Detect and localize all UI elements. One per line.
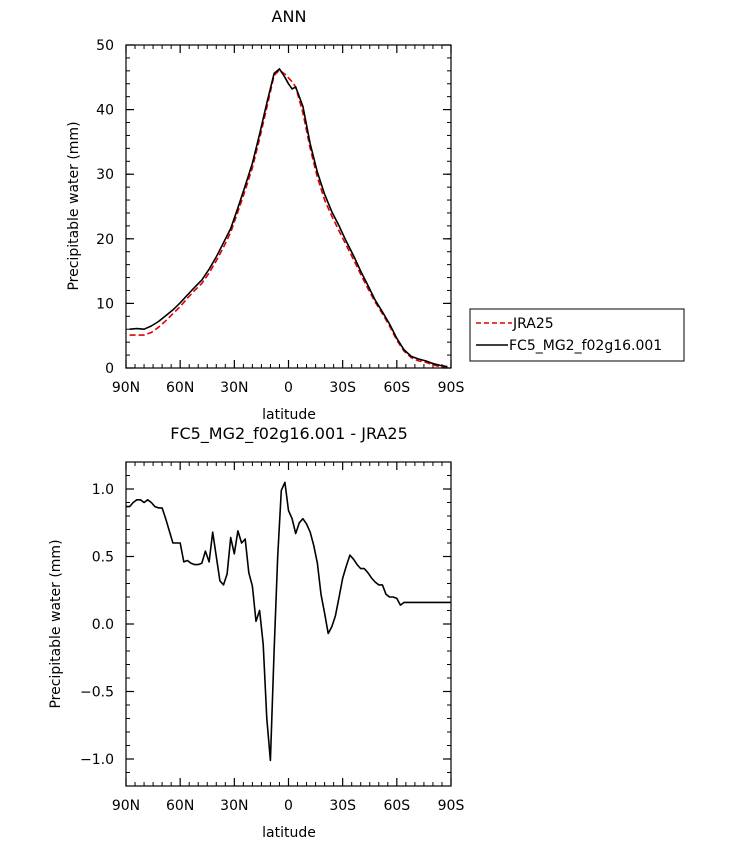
top-chart-ticks <box>125 44 452 369</box>
bottom-chart: FC5_MG2_f02g16.001 - JRA25 90N 60N 30N 0 30S… <box>48 424 464 841</box>
bottom-chart-tick-labels: 90N 60N 30N 0 30S 60S 90S 1.0 0.5 0.0 −0.5 −1.0 <box>80 482 464 814</box>
bottom-chart-title: FC5_MG2_f02g16.001 - JRA25 <box>170 424 408 444</box>
bot-x-tick-label: 90N <box>112 798 140 814</box>
top-x-tick-label: 90S <box>438 380 465 396</box>
top-x-tick-label: 30S <box>329 380 356 396</box>
top-chart-ylabel: Precipitable water (mm) <box>66 121 82 290</box>
top-chart-legend: JRA25 FC5_MG2_f02g16.001 <box>469 308 685 362</box>
bot-x-tick-label: 0 <box>284 798 293 814</box>
top-y-tick-label: 40 <box>96 103 114 119</box>
bottom-chart-ylabel: Precipitable water (mm) <box>48 539 64 708</box>
top-x-tick-label: 60N <box>166 380 194 396</box>
top-chart-tick-labels: 90N 60N 30N 0 30S 60S 90S 0 10 20 30 40 50 <box>96 38 464 396</box>
top-chart-series <box>129 68 448 369</box>
top-chart-frame <box>125 44 452 369</box>
top-chart-xlabel: latitude <box>262 407 316 423</box>
bot-y-tick-label: −1.0 <box>80 752 114 768</box>
bottom-chart-series <box>126 481 451 762</box>
top-y-tick-label: 30 <box>96 167 114 183</box>
legend-box <box>469 308 685 362</box>
top-x-tick-label: 30N <box>220 380 248 396</box>
bot-y-tick-label: 0.0 <box>92 617 114 633</box>
top-x-tick-label: 90N <box>112 380 140 396</box>
top-x-tick-label: 0 <box>284 380 293 396</box>
top-series-line-1 <box>129 68 448 368</box>
bottom-chart-ticks <box>125 461 452 787</box>
legend-label-jra25: JRA25 <box>512 316 554 332</box>
top-y-tick-label: 50 <box>96 38 114 54</box>
bot-x-tick-label: 60S <box>383 798 410 814</box>
top-y-tick-label: 0 <box>105 361 114 377</box>
bot-series-line-0 <box>126 481 451 762</box>
bot-x-tick-label: 30S <box>329 798 356 814</box>
legend-label-fc5: FC5_MG2_f02g16.001 <box>509 338 662 354</box>
top-x-tick-label: 60S <box>383 380 410 396</box>
bot-y-tick-label: 0.5 <box>92 550 114 566</box>
bottom-chart-frame <box>125 461 452 787</box>
bot-x-tick-label: 30N <box>220 798 248 814</box>
top-chart-title: ANN <box>272 7 307 26</box>
top-chart: ANN 90N 60N 30N 0 30S 60S 90S 0 10 20 30 40 50 latit… <box>66 7 685 423</box>
bottom-chart-xlabel: latitude <box>262 825 316 841</box>
top-y-tick-label: 10 <box>96 296 114 312</box>
bot-x-tick-label: 60N <box>166 798 194 814</box>
bot-y-tick-label: 1.0 <box>92 482 114 498</box>
top-y-tick-label: 20 <box>96 232 114 248</box>
bot-x-tick-label: 90S <box>438 798 465 814</box>
top-series-line-0 <box>129 69 448 369</box>
bot-y-tick-label: −0.5 <box>80 685 114 701</box>
